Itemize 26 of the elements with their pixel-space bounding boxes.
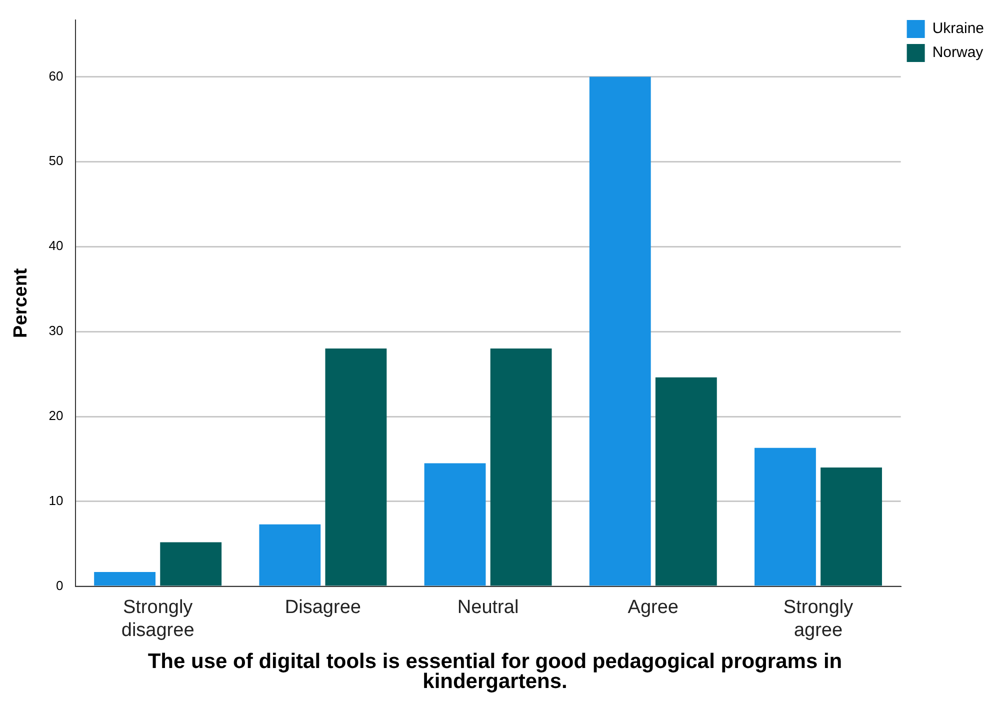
x-tick-label: Neutral bbox=[457, 597, 519, 618]
y-tick-label: 60 bbox=[48, 68, 64, 84]
y-axis-title: Percent bbox=[10, 268, 32, 338]
bar bbox=[94, 572, 156, 586]
x-tick-label: Disagree bbox=[284, 597, 361, 618]
y-tick-label: 20 bbox=[48, 408, 64, 424]
bar bbox=[259, 524, 321, 586]
y-tick-label: 30 bbox=[48, 323, 64, 338]
y-tick-label: 0 bbox=[56, 578, 64, 593]
bar bbox=[820, 467, 882, 586]
y-tick-label: 50 bbox=[48, 153, 64, 168]
legend-label: Ukraine bbox=[932, 20, 984, 38]
bar bbox=[655, 377, 717, 586]
x-tick-label: Agree bbox=[628, 597, 678, 618]
x-tick-label: Strongly agree bbox=[783, 597, 854, 641]
bar bbox=[424, 463, 486, 586]
bar bbox=[589, 76, 651, 586]
x-axis-title: The use of digital tools is essential for good pedagogical programs in kindergartens. bbox=[146, 650, 844, 693]
bar bbox=[754, 448, 816, 586]
bar bbox=[325, 348, 387, 586]
x-tick-label: Strongly disagree bbox=[121, 597, 194, 641]
bar bbox=[160, 542, 222, 586]
y-tick-label: 10 bbox=[48, 493, 64, 508]
y-tick-label: 40 bbox=[48, 238, 64, 254]
legend-label: Norway bbox=[932, 44, 984, 62]
bar bbox=[490, 348, 552, 586]
